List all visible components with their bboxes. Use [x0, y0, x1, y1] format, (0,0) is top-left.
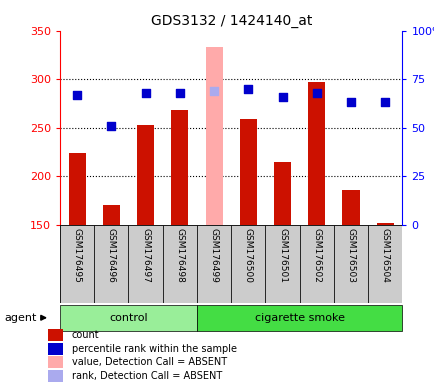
Bar	[48, 329, 63, 341]
Point	[312, 90, 319, 96]
Bar	[376, 223, 393, 225]
Bar	[60, 225, 94, 303]
Text: GSM176497: GSM176497	[141, 228, 150, 283]
Bar	[60, 305, 197, 331]
Title: GDS3132 / 1424140_at: GDS3132 / 1424140_at	[150, 14, 311, 28]
Bar	[48, 370, 63, 382]
Bar	[231, 225, 265, 303]
Point	[279, 94, 286, 100]
Bar	[128, 225, 162, 303]
Text: rank, Detection Call = ABSENT: rank, Detection Call = ABSENT	[72, 371, 221, 381]
Bar	[299, 225, 333, 303]
Text: control: control	[109, 313, 148, 323]
Bar	[197, 225, 231, 303]
Bar	[367, 225, 401, 303]
Bar	[48, 343, 63, 355]
Bar	[162, 225, 197, 303]
Point	[73, 92, 80, 98]
Point	[210, 88, 217, 94]
Text: percentile rank within the sample: percentile rank within the sample	[72, 344, 236, 354]
Bar	[171, 110, 188, 225]
Text: GSM176498: GSM176498	[175, 228, 184, 283]
Text: GSM176500: GSM176500	[243, 228, 252, 283]
Bar	[69, 153, 85, 225]
Text: GSM176503: GSM176503	[346, 228, 355, 283]
Bar	[333, 225, 367, 303]
Bar	[102, 205, 120, 225]
Text: GSM176495: GSM176495	[72, 228, 82, 283]
Text: count: count	[72, 330, 99, 340]
Point	[347, 99, 354, 106]
Point	[176, 90, 183, 96]
Bar	[265, 225, 299, 303]
Text: GSM176499: GSM176499	[209, 228, 218, 283]
Bar	[308, 82, 325, 225]
Text: GSM176501: GSM176501	[277, 228, 286, 283]
Point	[244, 86, 251, 92]
Bar	[342, 190, 359, 225]
Text: GSM176504: GSM176504	[380, 228, 389, 283]
Bar	[197, 305, 401, 331]
Bar	[137, 125, 154, 225]
Text: value, Detection Call = ABSENT: value, Detection Call = ABSENT	[72, 357, 227, 367]
Bar	[239, 119, 256, 225]
Bar	[94, 225, 128, 303]
Text: GSM176496: GSM176496	[107, 228, 115, 283]
Text: GSM176502: GSM176502	[312, 228, 321, 283]
Text: agent: agent	[4, 313, 36, 323]
Text: cigarette smoke: cigarette smoke	[254, 313, 344, 323]
Bar	[48, 356, 63, 368]
Point	[108, 122, 115, 129]
Point	[381, 99, 388, 106]
Point	[142, 90, 149, 96]
Bar	[273, 162, 290, 225]
Bar	[205, 47, 222, 225]
